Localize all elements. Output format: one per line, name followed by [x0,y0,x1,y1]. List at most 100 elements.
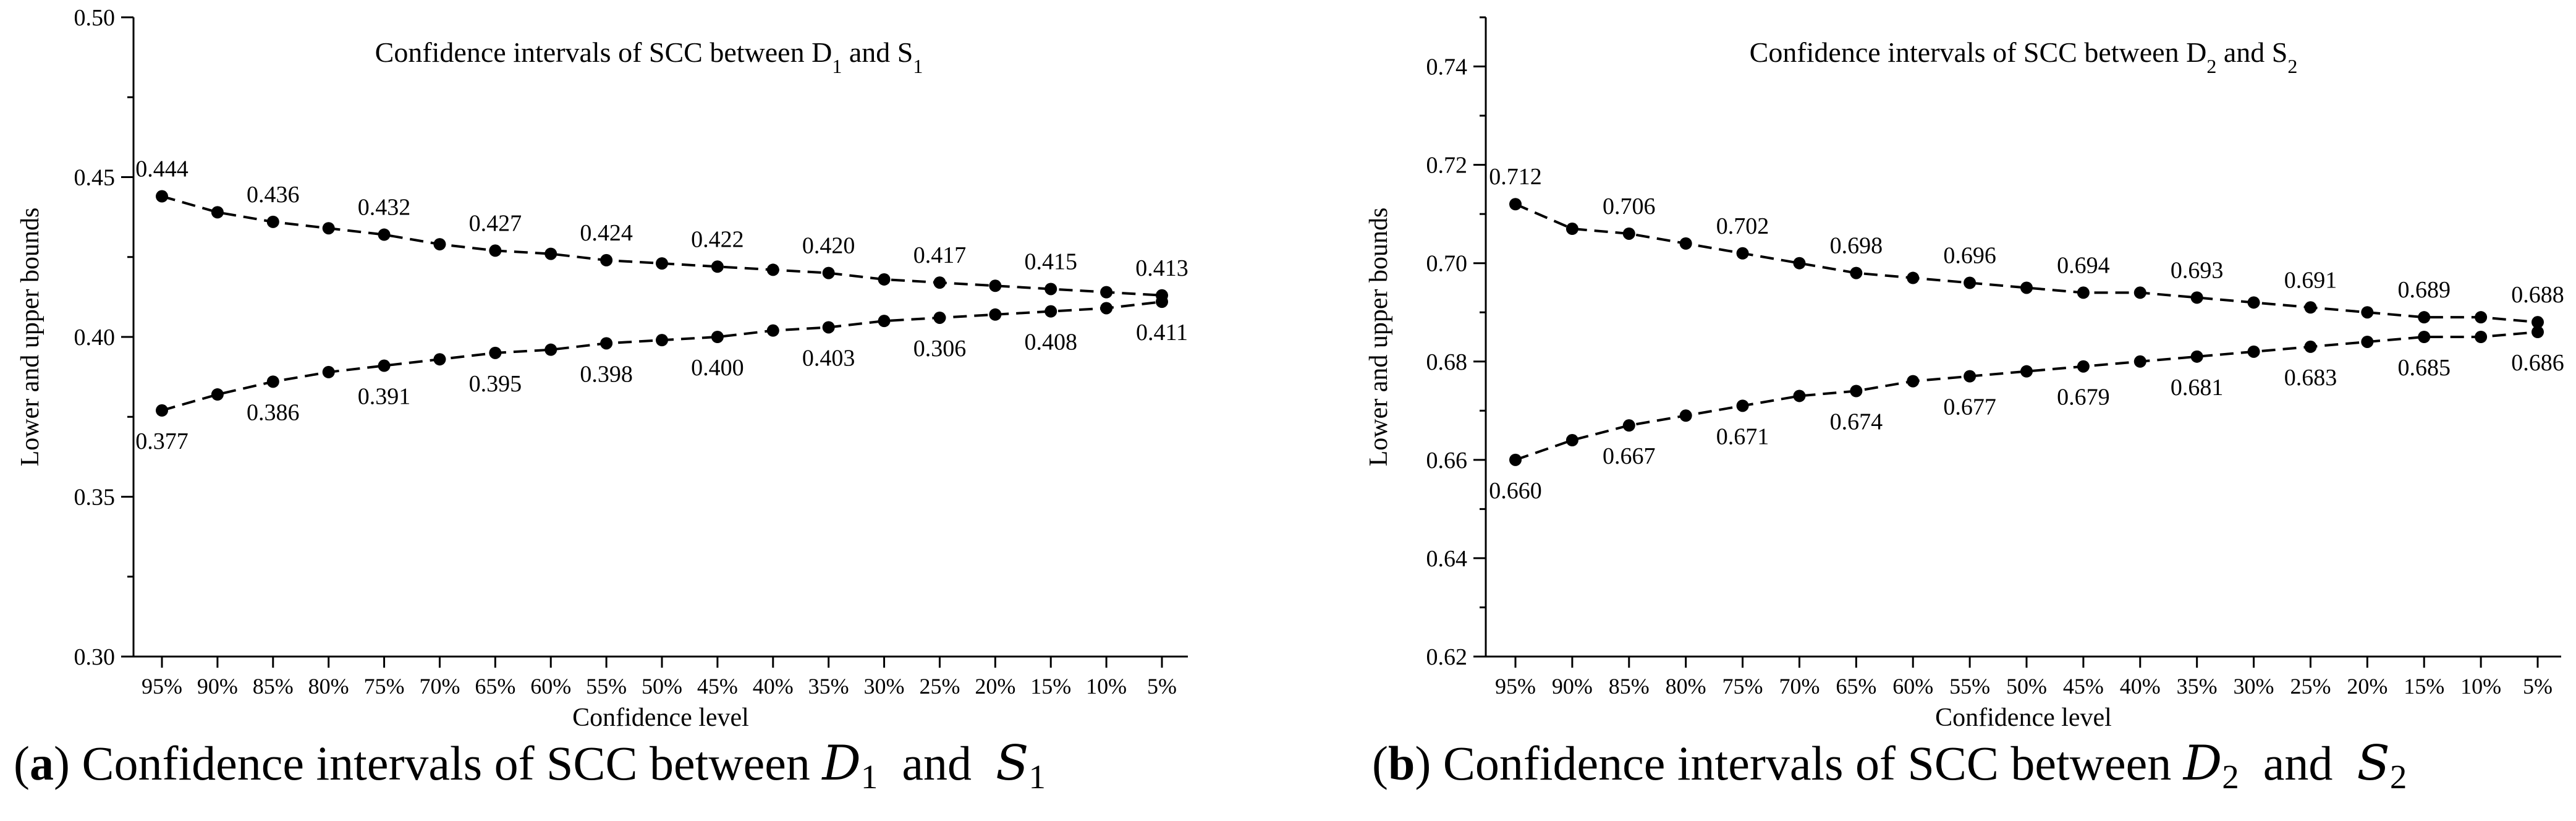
a-data-point [211,388,224,401]
caption-a-var2: S [996,736,1029,791]
a-data-label: 0.422 [691,226,744,252]
a-data-label: 0.413 [1135,255,1188,281]
b-y-tick-label: 0.74 [1426,54,1468,80]
b-title-sub1: 2 [2206,55,2216,77]
a-data-point [1044,283,1057,296]
a-data-point [544,247,557,260]
caption-a-sub1: 1 [860,758,878,796]
chart-panel-a: 0.30 0.35 0.40 0.45 0.50 95% 90% 85% 80% 75% 70% 65… [14,5,1188,796]
caption-b-var2: S [2357,736,2390,791]
a-title-and: and S [842,36,913,68]
a-data-point [378,359,391,372]
a-data-point [656,257,668,270]
b-x-tick-label: 20% [2347,674,2387,699]
b-data-point [2532,316,2544,329]
a-x-tick-label: 60% [530,674,571,699]
b-data-point [2418,331,2431,343]
b-data-point [1850,385,1863,398]
a-y-tick-label: 0.35 [74,485,116,511]
b-series-line-upper [1515,203,2538,324]
a-data-label: 0.400 [691,355,744,381]
b-data-label: 0.712 [1489,164,1542,190]
a-x-tick-label: 95% [142,674,182,699]
b-x-tick-label: 95% [1495,674,1536,699]
a-data-point [600,253,613,266]
b-data-point [2020,281,2033,294]
a-data-point [378,228,391,241]
a-title-sub2: 1 [913,55,923,77]
caption-b-var1: D [2183,736,2222,791]
b-title-sub2: 2 [2287,55,2297,77]
b-data-point [1509,453,1522,466]
b-x-tick-label: 75% [1722,674,1763,699]
chart-panel-b: 0.62 0.64 0.66 0.68 0.70 0.72 0.74 95% 90% 85% 80%… [1288,0,2576,821]
b-x-tick-label: 10% [2460,674,2501,699]
b-data-point [2247,345,2260,358]
a-x-tick-label: 15% [1030,674,1071,699]
b-data-point [2361,306,2374,319]
a-series-line-lower [161,300,1163,412]
chart-a-svg: 0.30 0.35 0.40 0.45 0.50 95% 90% 85% 80% 75% 70% 65… [16,5,1188,730]
a-x-tick-label: 40% [753,674,794,699]
b-y-tick-label: 0.70 [1426,251,1468,277]
a-y-tick-label: 0.45 [74,165,116,191]
a-data-point [989,279,1002,292]
b-data-label: 0.693 [2171,257,2224,283]
a-data-label: 0.427 [469,210,522,236]
b-data-label: 0.698 [1830,233,1883,259]
b-x-tick-label: 60% [1892,674,1933,699]
a-x-tick-label: 35% [808,674,849,699]
b-data-label: 0.702 [1716,213,1769,239]
b-data-point [1622,419,1635,432]
a-data-label: 0.306 [913,336,967,362]
b-data-point [2133,286,2146,299]
a-data-point [1100,302,1113,315]
a-x-tick-label: 80% [308,674,349,699]
b-data-label: 0.706 [1603,194,1656,219]
a-data-point [766,324,779,337]
caption-b-and: and [2263,736,2333,790]
caption-b-letter: b [1388,736,1415,790]
a-x-tick-label: 65% [475,674,515,699]
b-data-point [1736,247,1749,260]
a-data-label: 0.398 [580,361,633,387]
b-data-point [1566,434,1578,447]
a-data-label: 0.391 [358,384,411,410]
b-x-axis-label: Confidence level [1935,704,2112,730]
b-data-point [2077,360,2090,373]
b-data-label: 0.674 [1830,409,1883,435]
b-y-tick-label: 0.62 [1426,644,1468,670]
a-data-point [933,311,946,324]
b-data-point [2475,311,2488,324]
caption-a-var1: D [822,736,861,791]
a-data-point [266,375,279,388]
b-y-tick-label: 0.68 [1426,349,1468,375]
b-x-tick-label: 85% [1609,674,1650,699]
a-data-label: 0.420 [802,233,855,259]
a-y-tick-label: 0.40 [74,325,116,351]
b-data-label: 0.667 [1603,443,1656,469]
a-data-point [156,190,168,203]
b-data-point [1850,266,1863,279]
a-chart-title: Confidence intervals of SCC between D1 a… [375,36,923,77]
b-data-label: 0.689 [2397,277,2451,303]
b-data-label: 0.683 [2284,365,2337,391]
caption-a-sub2: 1 [1028,758,1046,796]
a-data-point [322,365,335,378]
b-y-axis-label: Lower and upper bounds [1365,208,1393,467]
b-x-tick-label: 35% [2177,674,2218,699]
b-data-point [2077,286,2090,299]
b-data-point [1907,271,1920,284]
chart-b-svg: 0.62 0.64 0.66 0.68 0.70 0.72 0.74 95% 90% 85% 80%… [1365,16,2564,730]
a-data-point [211,206,224,219]
b-data-point [2190,291,2203,304]
a-data-label: 0.415 [1024,249,1077,274]
b-x-tick-label: 25% [2290,674,2331,699]
a-data-label: 0.417 [913,242,967,268]
b-data-label: 0.691 [2284,267,2337,293]
b-x-tick-label: 65% [1836,674,1876,699]
a-data-label: 0.436 [247,182,300,208]
a-data-point [766,263,779,276]
a-data-label: 0.424 [580,220,633,246]
a-data-point [822,321,835,334]
